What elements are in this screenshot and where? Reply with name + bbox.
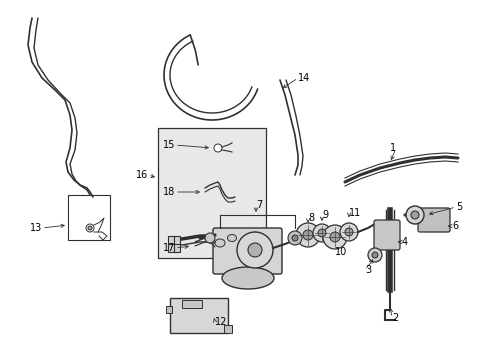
Circle shape bbox=[303, 230, 312, 240]
Circle shape bbox=[312, 224, 330, 242]
Text: 10: 10 bbox=[334, 247, 346, 257]
Circle shape bbox=[204, 233, 215, 243]
Text: 12: 12 bbox=[215, 317, 227, 327]
Text: 16: 16 bbox=[136, 170, 148, 180]
Text: 14: 14 bbox=[297, 73, 309, 83]
Text: 13: 13 bbox=[30, 223, 42, 233]
FancyBboxPatch shape bbox=[417, 208, 449, 232]
Text: 6: 6 bbox=[451, 221, 457, 231]
Circle shape bbox=[317, 229, 325, 237]
Circle shape bbox=[371, 252, 377, 258]
Text: 17: 17 bbox=[163, 243, 175, 253]
Bar bbox=[182, 300, 202, 308]
Bar bbox=[170, 298, 227, 333]
Circle shape bbox=[287, 231, 302, 245]
Text: 8: 8 bbox=[307, 213, 313, 223]
Circle shape bbox=[405, 206, 423, 224]
Text: 7: 7 bbox=[256, 200, 262, 210]
Circle shape bbox=[329, 232, 339, 242]
Bar bbox=[224, 325, 231, 333]
Circle shape bbox=[295, 223, 319, 247]
Circle shape bbox=[410, 211, 418, 219]
Circle shape bbox=[339, 223, 357, 241]
Circle shape bbox=[367, 248, 381, 262]
Text: 11: 11 bbox=[348, 208, 361, 218]
Text: 2: 2 bbox=[391, 313, 397, 323]
Circle shape bbox=[291, 235, 297, 241]
Circle shape bbox=[237, 232, 272, 268]
Circle shape bbox=[214, 144, 222, 152]
Circle shape bbox=[345, 228, 352, 236]
Circle shape bbox=[247, 243, 262, 257]
Text: 1: 1 bbox=[389, 143, 395, 153]
Text: 9: 9 bbox=[321, 210, 327, 220]
Text: 18: 18 bbox=[163, 187, 175, 197]
Bar bbox=[68, 195, 110, 240]
FancyBboxPatch shape bbox=[213, 228, 282, 274]
Text: 4: 4 bbox=[401, 237, 407, 247]
Ellipse shape bbox=[215, 239, 224, 247]
Circle shape bbox=[323, 225, 346, 249]
Text: 15: 15 bbox=[163, 140, 175, 150]
Circle shape bbox=[86, 224, 94, 232]
Text: 3: 3 bbox=[364, 265, 370, 275]
FancyBboxPatch shape bbox=[373, 220, 399, 250]
Bar bbox=[168, 236, 180, 252]
Circle shape bbox=[88, 226, 92, 230]
Ellipse shape bbox=[227, 234, 236, 242]
Bar bbox=[158, 128, 265, 258]
Ellipse shape bbox=[222, 267, 273, 289]
Bar bbox=[165, 306, 172, 313]
Text: 5: 5 bbox=[455, 202, 461, 212]
